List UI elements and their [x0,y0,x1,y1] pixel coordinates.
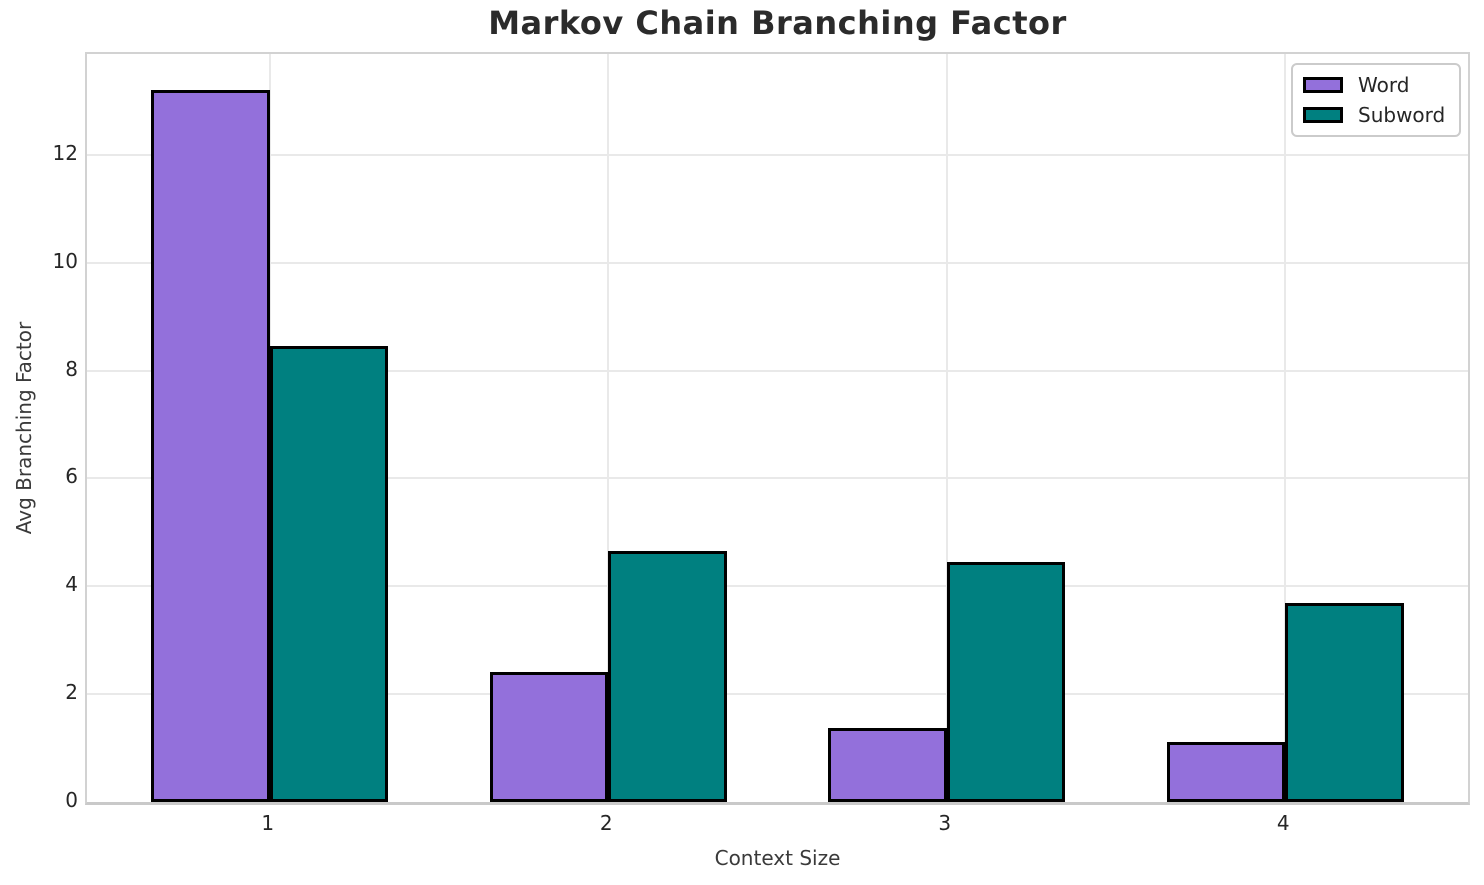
gridline-y-12 [87,153,1468,156]
legend-label-word: Word [1358,73,1410,97]
gridline-y-6 [87,477,1468,480]
x-axis-label: Context Size [714,846,841,870]
x-tick-4: 4 [1276,811,1290,835]
bar-subword-2 [608,550,727,802]
gridline-y-10 [87,261,1468,264]
gridline-x-4 [1284,54,1287,802]
y-axis-label: Avg Branching Factor [12,321,36,535]
legend-item-subword: Subword [1303,104,1445,126]
x-tick-3: 3 [938,811,952,835]
gridline-x-2 [607,54,610,802]
word-color-swatch [1303,77,1343,93]
chart-title: Markov Chain Branching Factor [488,4,1067,42]
x-tick-1: 1 [261,811,275,835]
bar-word-1 [151,90,270,802]
bar-subword-1 [269,346,389,802]
subword-color-swatch [1303,107,1343,123]
y-tick-6: 6 [65,464,78,489]
bar-subword-4 [1285,603,1404,802]
y-tick-10: 10 [52,248,78,273]
bar-word-2 [489,672,609,802]
legend-item-word: Word [1303,74,1445,96]
bar-word-3 [828,728,947,802]
y-tick-4: 4 [65,572,78,597]
y-tick-8: 8 [65,356,78,381]
y-tick-12: 12 [52,140,78,165]
y-tick-0: 0 [65,788,78,812]
y-tick-2: 2 [65,680,78,705]
gridline-y-2 [87,693,1468,696]
gridline-y-8 [87,369,1468,372]
gridline-y-4 [87,585,1468,588]
gridline-x-3 [945,54,948,802]
bar-word-4 [1166,742,1286,802]
bar-subword-3 [946,562,1066,802]
legend-label-subword: Subword [1358,103,1446,127]
x-tick-2: 2 [599,811,613,835]
legend: Word Subword [1291,63,1462,137]
plot-area [85,52,1470,805]
